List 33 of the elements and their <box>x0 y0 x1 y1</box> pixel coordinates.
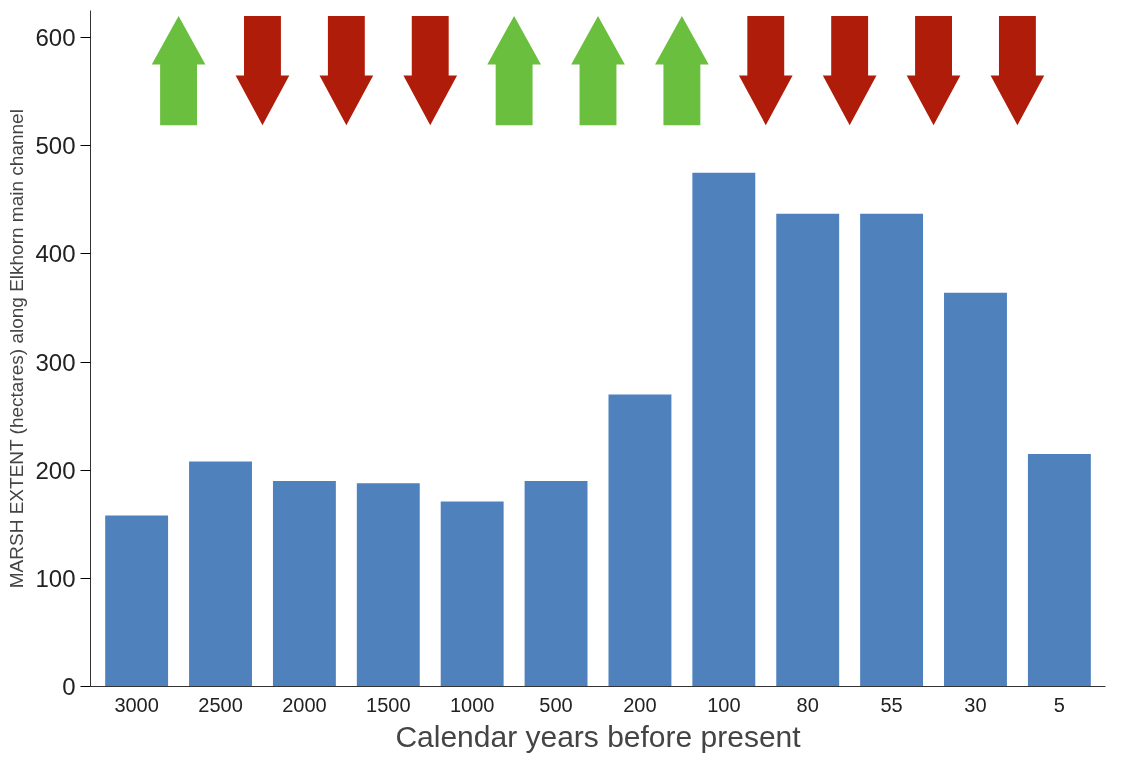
bar <box>356 483 420 687</box>
y-tick-label: 100 <box>35 564 76 592</box>
bar <box>692 172 756 687</box>
x-tick-label: 3000 <box>114 693 159 716</box>
y-tick-label: 300 <box>35 348 76 376</box>
x-tick-label: 1000 <box>449 693 495 716</box>
bar <box>272 481 336 687</box>
bar <box>608 394 672 687</box>
bar <box>1027 453 1091 687</box>
y-tick-label: 200 <box>35 456 76 484</box>
x-tick-label: 2000 <box>282 693 327 716</box>
y-axis-title: MARSH EXTENT (hectares) along Elkhorn main channel <box>6 109 28 589</box>
x-tick-label: 55 <box>880 693 903 716</box>
x-tick-label: 100 <box>707 693 741 716</box>
bar <box>189 461 252 687</box>
bar <box>776 213 840 687</box>
x-tick-label: 30 <box>964 693 987 716</box>
x-tick-label: 80 <box>796 693 819 716</box>
x-tick-label: 2500 <box>198 693 243 716</box>
y-tick-label: 0 <box>62 673 76 700</box>
bar <box>440 501 504 687</box>
y-tick-label: 400 <box>35 240 76 268</box>
bar <box>105 515 169 687</box>
y-tick-label: 500 <box>35 132 76 160</box>
x-axis-title: Calendar years before present <box>395 719 802 753</box>
x-tick-label: 5 <box>1053 693 1065 716</box>
x-tick-label: 500 <box>539 693 573 716</box>
bar <box>524 481 588 687</box>
bar <box>860 213 924 687</box>
bar <box>944 292 1007 687</box>
x-tick-label: 1500 <box>366 693 411 716</box>
x-tick-label: 200 <box>623 693 657 716</box>
y-tick-label: 600 <box>35 24 76 52</box>
